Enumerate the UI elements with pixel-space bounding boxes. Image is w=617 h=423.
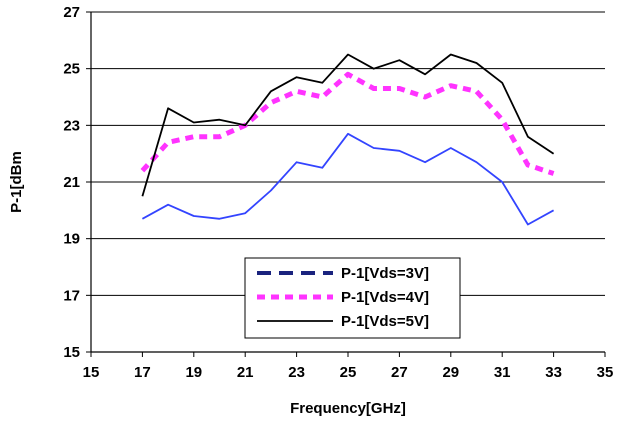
data-series bbox=[140, 53, 555, 226]
legend: P-1[Vds=3V] P-1[Vds=4V] P-1[Vds=5V] bbox=[244, 257, 461, 339]
y-tick-label: 17 bbox=[63, 287, 80, 304]
y-tick-label: 21 bbox=[63, 174, 80, 191]
legend-label-1: P-1[Vds=3V] bbox=[341, 265, 429, 282]
tick-labels: 15 17 19 21 23 25 27 15 17 19 21 23 25 27 29 31 33 35 bbox=[63, 4, 613, 381]
legend-label-3: P-1[Vds=5V] bbox=[341, 313, 429, 330]
y-tick-label: 23 bbox=[63, 117, 80, 134]
x-tick-label: 17 bbox=[134, 364, 151, 381]
y-tick-label: 19 bbox=[63, 231, 80, 248]
x-tick-label: 19 bbox=[185, 364, 202, 381]
x-tick-label: 25 bbox=[340, 364, 357, 381]
x-tick-label: 27 bbox=[391, 364, 408, 381]
y-tick-label: 27 bbox=[63, 4, 80, 21]
x-axis-title: Frequency[GHz] bbox=[290, 400, 406, 417]
x-tick-label: 15 bbox=[83, 364, 100, 381]
legend-label-2: P-1[Vds=4V] bbox=[341, 289, 429, 306]
x-tick-label: 31 bbox=[494, 364, 511, 381]
grid-lines bbox=[91, 11, 605, 296]
y-axis-title: P-1[dBm bbox=[8, 151, 25, 213]
series-line-3 bbox=[141, 53, 555, 197]
x-tick-label: 35 bbox=[597, 364, 614, 381]
x-tick-label: 23 bbox=[288, 364, 305, 381]
x-tick-label: 21 bbox=[237, 364, 254, 381]
x-tick-label: 33 bbox=[545, 364, 562, 381]
axes bbox=[86, 11, 606, 357]
x-tick-label: 29 bbox=[442, 364, 459, 381]
series-line-2 bbox=[140, 71, 555, 176]
series-line-1 bbox=[141, 132, 555, 226]
y-tick-label: 25 bbox=[63, 61, 80, 78]
y-tick-label: 15 bbox=[63, 344, 80, 361]
